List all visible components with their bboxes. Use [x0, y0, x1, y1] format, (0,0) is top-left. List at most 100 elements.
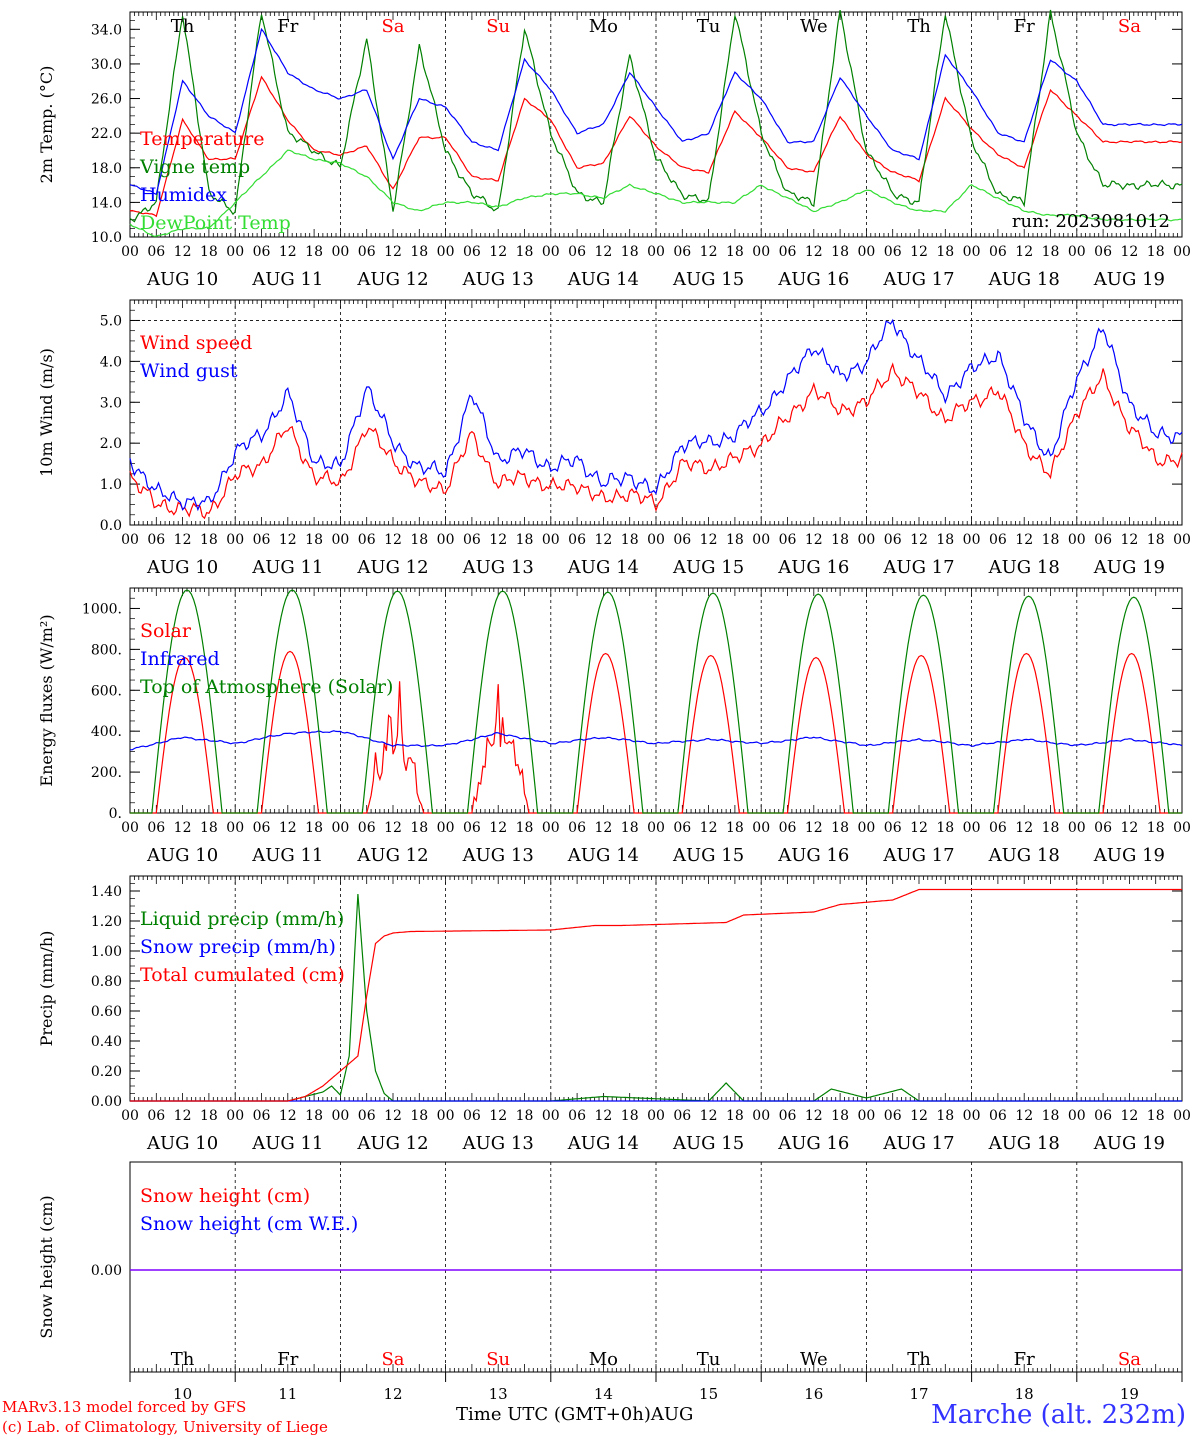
x-date-label: AUG 12: [356, 269, 428, 290]
day-name-top: Tu: [697, 16, 721, 37]
x-hour-label: 06: [253, 244, 271, 260]
x-date-label: AUG 10: [146, 845, 218, 866]
x-hour-label: 00: [121, 820, 139, 836]
x-hour-label: 00: [331, 244, 349, 260]
x-hour-label: 06: [147, 1108, 165, 1124]
y-tick-label: 4.0: [100, 354, 122, 370]
day-name-bottom: Th: [171, 1349, 195, 1370]
y-tick-label: 1.40: [91, 884, 122, 900]
day-name-top: Mo: [589, 16, 618, 37]
x-hour-label: 12: [384, 244, 402, 260]
x-hour-label: 00: [437, 244, 455, 260]
legend-entry: Snow height (cm): [140, 1185, 310, 1207]
x-hour-label: 18: [305, 820, 323, 836]
x-date-label: AUG 11: [251, 557, 323, 578]
x-hour-label: 12: [279, 1108, 297, 1124]
panel-snow: 0.00 Snow height (cm) Snow height (cm) Snow…: [37, 1161, 1183, 1403]
x-date-label: AUG 14: [567, 1133, 639, 1154]
x-hour-label: 06: [253, 1108, 271, 1124]
x-hour-label: 18: [621, 1108, 639, 1124]
x-date-label: AUG 12: [356, 1133, 428, 1154]
legend-entry: Snow height (cm W.E.): [140, 1213, 358, 1235]
x-date-label: AUG 16: [777, 1133, 849, 1154]
x-hour-label: 06: [779, 532, 797, 548]
x-hour-label: 06: [884, 1108, 902, 1124]
date-number: 10: [173, 1385, 192, 1403]
x-hour-label: 12: [700, 1108, 718, 1124]
x-hour-label: 12: [1120, 244, 1138, 260]
x-date-label: AUG 17: [882, 1133, 954, 1154]
x-hour-label: 18: [726, 1108, 744, 1124]
x-date-label: AUG 13: [462, 269, 534, 290]
legend-entry: Wind speed: [140, 332, 252, 354]
x-date-label: AUG 15: [672, 269, 744, 290]
x-hour-label: 06: [358, 820, 376, 836]
x-date-label: AUG 13: [462, 845, 534, 866]
day-name-bottom: Fr: [1014, 1349, 1035, 1370]
x-hour-label: 12: [910, 820, 928, 836]
x-date-label: AUG 17: [882, 557, 954, 578]
x-hour-label: 00: [857, 532, 875, 548]
x-hour-label: 12: [1015, 1108, 1033, 1124]
x-hour-label: 06: [253, 532, 271, 548]
x-hour-label: 06: [989, 1108, 1007, 1124]
x-date-label: AUG 16: [777, 269, 849, 290]
y-tick-label: 30.0: [91, 57, 122, 73]
x-hour-label: 06: [147, 820, 165, 836]
panel-wind: 0.0 1.0 2.0 3.0 4.0 5.0 10m Wind (m/s) 00 06 12 18…: [37, 299, 1191, 578]
day-name-top: Fr: [277, 16, 298, 37]
x-hour-label: 00: [542, 244, 560, 260]
legend-entry: Snow precip (mm/h): [140, 936, 336, 958]
x-hour-label: 00: [963, 244, 981, 260]
x-hour-label: 00: [121, 1108, 139, 1124]
x-hour-label: 18: [831, 1108, 849, 1124]
x-hour-label: 18: [1147, 244, 1165, 260]
date-number: 18: [1015, 1385, 1034, 1403]
x-hour-label: 00: [331, 820, 349, 836]
series-line-1: [129, 318, 1183, 512]
x-hour-label: 00: [542, 532, 560, 548]
x-hour-label: 06: [358, 244, 376, 260]
legend-entry: Liquid precip (mm/h): [140, 908, 344, 930]
day-name-bottom: Tu: [697, 1349, 721, 1370]
x-date-label: AUG 18: [988, 845, 1060, 866]
x-hour-label: 18: [726, 244, 744, 260]
legend-entry: Total cumulated (cm): [140, 964, 345, 986]
x-hour-label: 12: [700, 244, 718, 260]
y-axis-label: Energy fluxes (W/m²): [37, 614, 56, 786]
x-date-label: AUG 11: [251, 269, 323, 290]
x-hour-label: 06: [989, 532, 1007, 548]
x-hour-label: 12: [489, 1108, 507, 1124]
x-hour-label: 00: [647, 244, 665, 260]
y-tick-label: 0.00: [91, 1094, 122, 1110]
x-hour-label: 06: [779, 820, 797, 836]
x-hour-label: 06: [673, 820, 691, 836]
x-hour-label: 12: [700, 532, 718, 548]
x-hour-label: 12: [805, 820, 823, 836]
x-hour-label: 00: [1068, 532, 1086, 548]
day-name-bottom: Mo: [589, 1349, 618, 1370]
x-hour-label: 06: [147, 244, 165, 260]
legend-entry: Temperature: [140, 128, 264, 150]
y-axis-label: Precip (mm/h): [37, 931, 56, 1047]
x-date-label: AUG 19: [1093, 557, 1165, 578]
x-hour-label: 18: [516, 532, 534, 548]
x-date-label: AUG 13: [462, 557, 534, 578]
x-date-label: AUG 13: [462, 1133, 534, 1154]
date-number: 15: [699, 1385, 718, 1403]
x-hour-label: 18: [831, 532, 849, 548]
x-hour-label: 12: [1015, 532, 1033, 548]
y-tick-label: 34.0: [91, 22, 122, 38]
x-hour-label: 18: [516, 820, 534, 836]
x-hour-label: 12: [1015, 244, 1033, 260]
x-hour-label: 06: [779, 244, 797, 260]
x-hour-label: 18: [305, 532, 323, 548]
x-hour-label: 18: [516, 1108, 534, 1124]
x-hour-label: 18: [621, 532, 639, 548]
x-hour-label: 00: [437, 820, 455, 836]
date-number: 13: [489, 1385, 508, 1403]
date-number: 19: [1120, 1385, 1139, 1403]
y-tick-label: 0.: [109, 806, 122, 822]
x-date-label: AUG 15: [672, 1133, 744, 1154]
x-hour-label: 00: [647, 820, 665, 836]
